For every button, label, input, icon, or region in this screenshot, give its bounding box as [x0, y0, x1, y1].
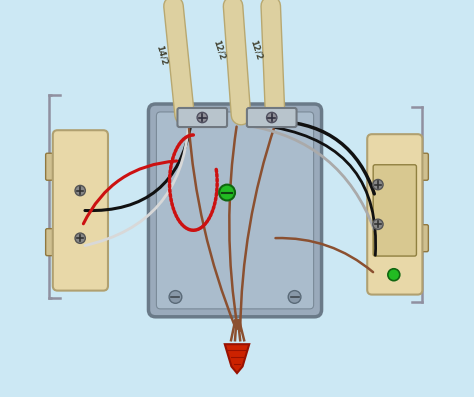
Circle shape [75, 185, 85, 196]
FancyBboxPatch shape [177, 108, 227, 127]
FancyBboxPatch shape [367, 134, 422, 295]
Circle shape [288, 291, 301, 303]
Text: 12/2: 12/2 [212, 39, 227, 61]
FancyBboxPatch shape [46, 153, 60, 180]
Circle shape [373, 179, 383, 190]
Text: 14/2: 14/2 [155, 44, 169, 67]
Text: 12/2: 12/2 [248, 39, 264, 61]
FancyBboxPatch shape [373, 165, 417, 256]
FancyBboxPatch shape [148, 104, 321, 317]
Circle shape [169, 291, 182, 303]
Circle shape [75, 233, 85, 243]
Circle shape [219, 185, 235, 200]
Circle shape [197, 112, 208, 123]
FancyBboxPatch shape [33, 0, 441, 397]
Circle shape [388, 269, 400, 281]
Circle shape [373, 219, 383, 229]
FancyBboxPatch shape [414, 153, 428, 180]
Circle shape [266, 112, 277, 123]
FancyBboxPatch shape [414, 225, 428, 252]
FancyBboxPatch shape [53, 130, 108, 291]
FancyBboxPatch shape [247, 108, 297, 127]
FancyBboxPatch shape [46, 229, 60, 256]
Polygon shape [225, 344, 249, 373]
FancyBboxPatch shape [156, 112, 314, 309]
